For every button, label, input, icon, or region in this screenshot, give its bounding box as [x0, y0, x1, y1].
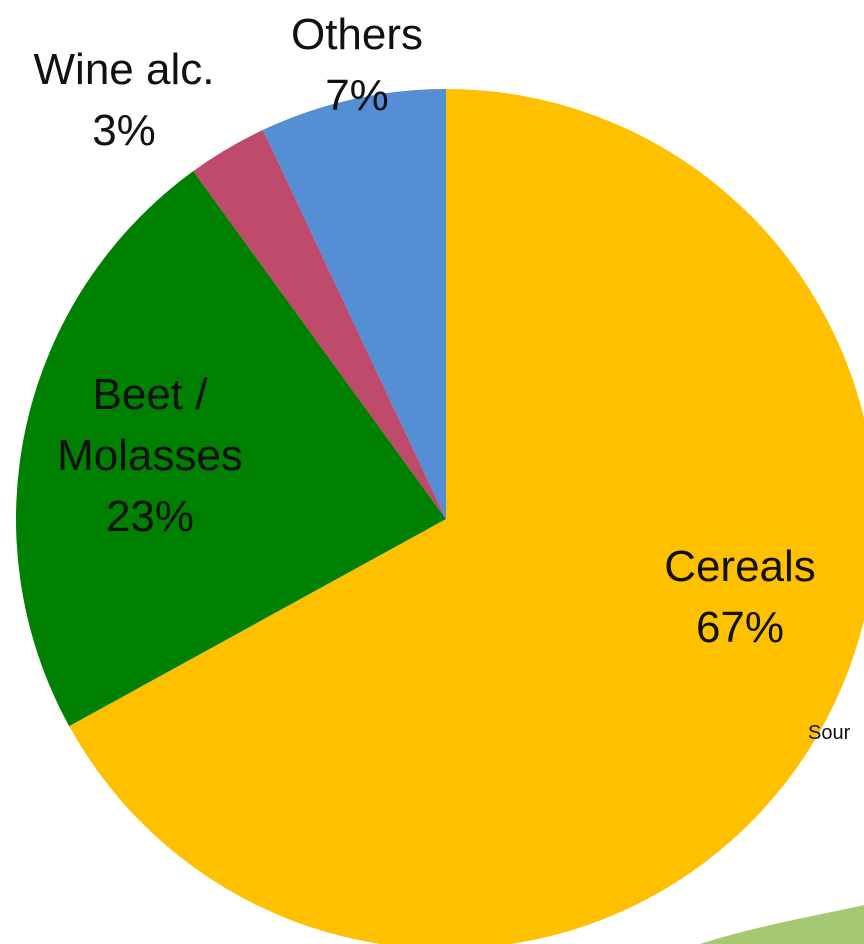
value-label: 67%: [695, 603, 785, 652]
category-name: Others: [290, 10, 424, 59]
pie-slice: [69, 89, 864, 944]
pie-slice: [193, 129, 446, 519]
pie-slice: [16, 171, 447, 727]
pie-slice: [262, 89, 446, 519]
pie: [16, 89, 864, 944]
value-label: 3%: [92, 106, 156, 155]
slice-label: Wine alc. 3%: [0, 39, 249, 161]
category-name: Beet / Molasses: [57, 370, 243, 480]
category-name: Cereals: [664, 542, 816, 591]
slice-label: Cereals 67%: [615, 536, 864, 658]
decoration: [700, 905, 864, 944]
slice-label: Beet / Molasses 23%: [25, 364, 275, 547]
category-name: Wine alc.: [33, 45, 215, 94]
source-note: Sour: [808, 722, 851, 744]
slice-label: Others 7%: [232, 4, 482, 126]
value-label: 23%: [105, 492, 195, 541]
value-label: 7%: [325, 71, 389, 120]
